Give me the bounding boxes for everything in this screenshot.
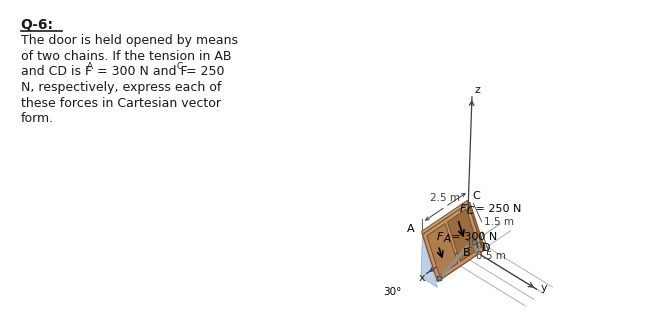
Text: = 250: = 250 [182,65,225,78]
Text: 0.5 m: 0.5 m [476,251,506,261]
Text: of two chains. If the tension in AB: of two chains. If the tension in AB [21,50,231,63]
Text: A: A [87,62,93,71]
Text: 2.5 m: 2.5 m [430,193,461,203]
Text: 1 m: 1 m [466,240,486,250]
Text: these forces in Cartesian vector: these forces in Cartesian vector [21,96,221,110]
Polygon shape [427,223,458,276]
Polygon shape [421,234,437,287]
Text: C: C [177,62,182,71]
Text: x: x [419,273,425,282]
Text: F: F [436,232,443,243]
Text: and CD is F: and CD is F [21,65,92,78]
Polygon shape [469,202,485,251]
Text: = 250 N: = 250 N [472,204,521,214]
Text: z: z [475,85,481,95]
Text: Q-6:: Q-6: [21,18,53,32]
Text: A: A [443,234,450,245]
Text: C: C [472,191,480,201]
Text: = 300 N: = 300 N [448,232,497,243]
Text: F: F [459,204,466,214]
Text: A: A [406,224,414,234]
Polygon shape [448,209,479,262]
Text: = 300 N and F: = 300 N and F [93,65,188,78]
Text: D: D [482,243,490,253]
Text: C: C [467,206,474,216]
Text: y: y [541,283,547,293]
Text: The door is held opened by means: The door is held opened by means [21,34,238,47]
Polygon shape [422,203,484,282]
Text: form.: form. [21,112,54,125]
Text: 30°: 30° [384,287,402,297]
Text: N, respectively, express each of: N, respectively, express each of [21,81,221,94]
Text: B: B [463,248,471,258]
Polygon shape [422,200,469,234]
Text: 1.5 m: 1.5 m [484,217,514,227]
